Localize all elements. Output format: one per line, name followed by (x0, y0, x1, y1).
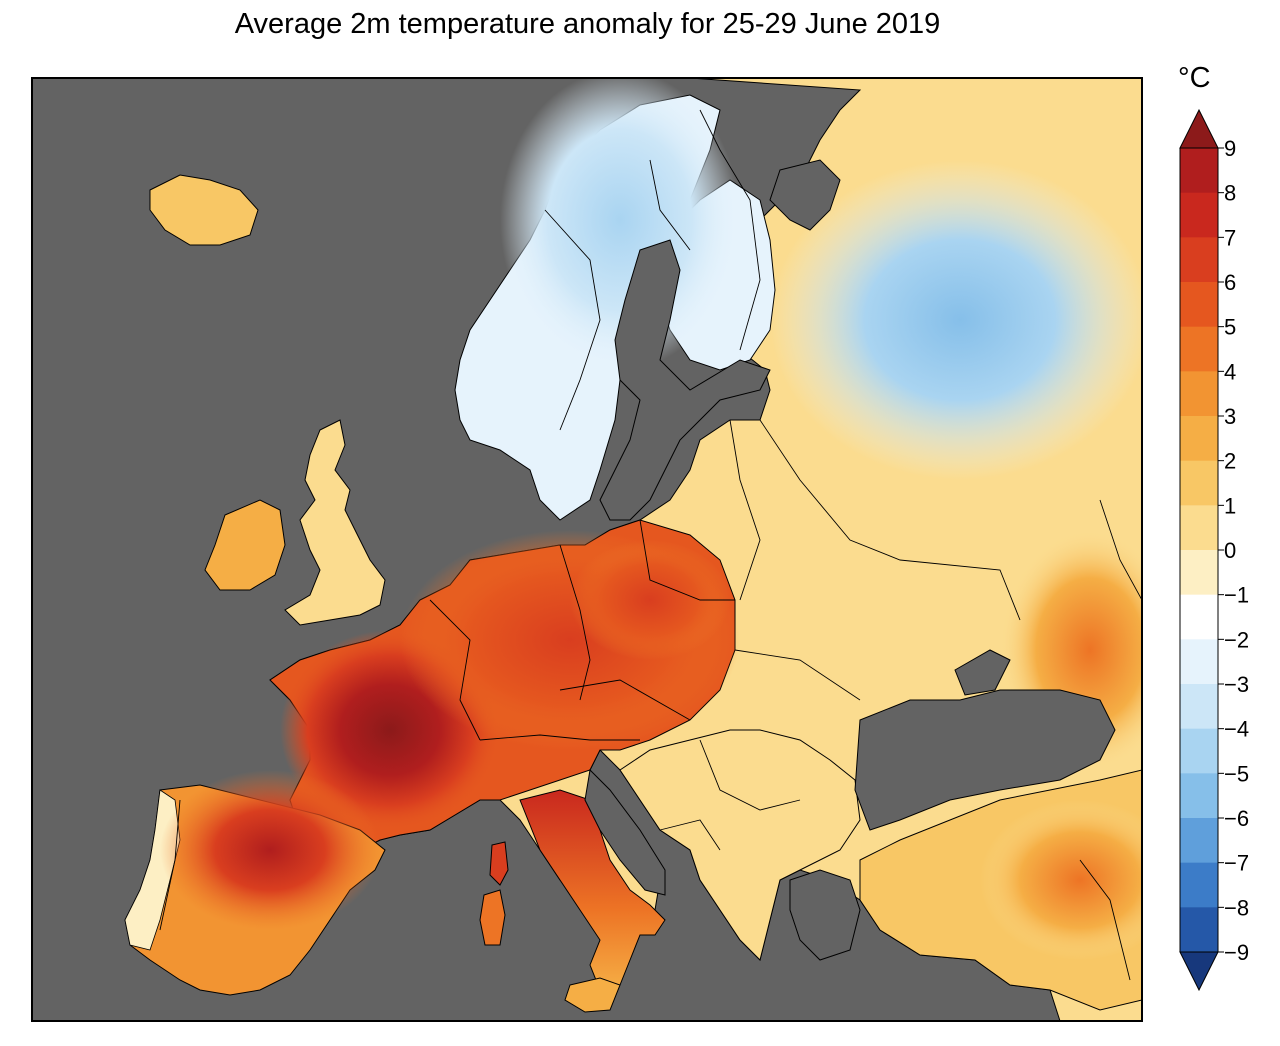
colorbar-tick-label: −3 (1224, 672, 1249, 697)
colorbar-bin (1180, 818, 1218, 864)
colorbar-tick-label: −4 (1224, 717, 1249, 742)
anomaly-turkey-warm (980, 800, 1142, 960)
colorbar-tick-label: 1 (1224, 493, 1236, 518)
anomaly-spain (160, 770, 380, 930)
land-balkans (619, 729, 861, 961)
anomaly-shading (160, 78, 1142, 960)
colorbar-extend-min (1179, 951, 1219, 992)
colorbar-unit-label: °C (1178, 62, 1211, 94)
colorbar-bin (1180, 907, 1218, 953)
colorbar-tick-label: −7 (1224, 851, 1249, 876)
colorbar-tick-label: 3 (1224, 404, 1236, 429)
sea-white-sea (769, 159, 841, 231)
colorbar-tick-label: −6 (1224, 806, 1249, 831)
colorbar-tick-label: 4 (1224, 359, 1236, 384)
colorbar-bin (1180, 773, 1218, 819)
colorbar-bin (1180, 192, 1218, 238)
colorbar-tick-label: 2 (1224, 449, 1236, 474)
colorbar-bin (1180, 416, 1218, 462)
land-great-britain (284, 419, 386, 626)
colorbar-bin (1180, 505, 1218, 551)
colorbar-tick-label: −1 (1224, 583, 1249, 608)
colorbar-bin (1180, 639, 1218, 685)
colorbar-tick-label: 8 (1224, 181, 1236, 206)
colorbar-bin (1180, 594, 1218, 640)
sea-aegean (789, 869, 861, 961)
colorbar: 9 8 7 6 5 4 3 2 1 0 −1 −2 −3 −4 −5 −6 −7 −8 −9 (1179, 108, 1249, 992)
colorbar-tick-label: 0 (1224, 538, 1236, 563)
colorbar-bin (1180, 460, 1218, 506)
colorbar-extend-max (1179, 108, 1219, 149)
land-corsica (489, 841, 509, 886)
colorbar-tick-label: 6 (1224, 270, 1236, 295)
land-ireland (204, 499, 286, 591)
anomaly-scandinavia-cold (500, 78, 740, 370)
colorbar-bin (1180, 728, 1218, 774)
land-sardinia (479, 889, 506, 946)
national-borders (159, 109, 1142, 981)
colorbar-bin (1180, 237, 1218, 283)
sea-azov (954, 649, 1011, 696)
map-frame (31, 77, 1143, 1022)
sea-baltic (599, 239, 771, 521)
colorbar-tick-label: −9 (1224, 940, 1249, 965)
colorbar-tick-label: 7 (1224, 225, 1236, 250)
colorbar-tick-label: −2 (1224, 627, 1249, 652)
anomaly-russia-cold (770, 160, 1142, 480)
map-panel (32, 78, 1142, 1021)
colorbar-bin (1180, 371, 1218, 417)
land-sicily (564, 977, 621, 1013)
map-title: Average 2m temperature anomaly for 25-29… (234, 8, 941, 40)
colorbar-bin (1180, 148, 1218, 194)
colorbar-tick-label: −8 (1224, 895, 1249, 920)
sea-black-sea (854, 689, 1116, 831)
colorbar-bin (1180, 326, 1218, 372)
land-iceland (149, 174, 259, 246)
colorbar-tick-label: −5 (1224, 761, 1249, 786)
colorbar-bin (1180, 550, 1218, 596)
colorbar-bin (1180, 862, 1218, 908)
anomaly-poland (570, 540, 730, 660)
colorbar-bin (1180, 684, 1218, 730)
colorbar-bin (1180, 282, 1218, 328)
colorbar-tick-label: 5 (1224, 315, 1236, 340)
sea-adriatic (584, 768, 666, 896)
colorbar-tick-label: 9 (1224, 136, 1236, 161)
